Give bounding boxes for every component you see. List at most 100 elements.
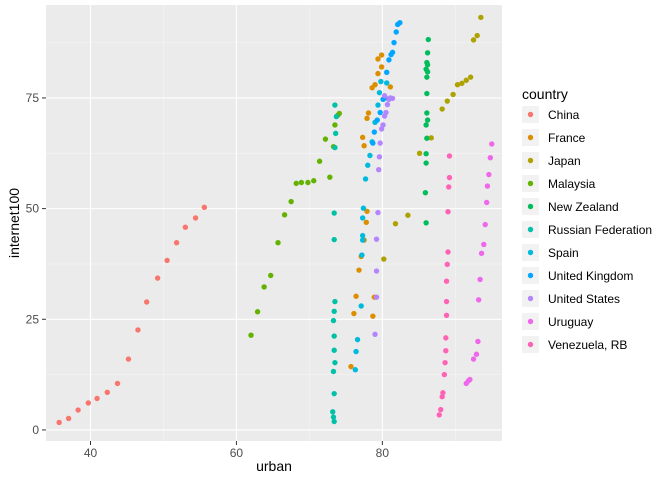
data-point-united-kingdom [377, 109, 383, 116]
data-point-france [372, 81, 378, 88]
data-point-japan [405, 212, 411, 218]
data-point-japan [444, 98, 450, 104]
data-point-france [363, 219, 369, 226]
data-point-spain [367, 152, 373, 159]
data-point-united-states [375, 166, 382, 173]
data-point-uruguay [470, 356, 477, 362]
data-point-venezuela-rb [439, 394, 445, 400]
data-point-united-states [376, 154, 383, 160]
data-point-malaysia [288, 198, 294, 205]
data-point-united-kingdom [393, 29, 399, 35]
data-point-united-kingdom [391, 39, 397, 46]
y-tick-label: 0 [32, 423, 39, 437]
data-point-spain [359, 252, 365, 258]
data-point-russian-federation [332, 102, 338, 108]
legend-marker-uruguay [527, 318, 534, 325]
legend-label-new-zealand: New Zealand [548, 200, 619, 214]
legend-marker-china [527, 111, 534, 118]
data-point-new-zealand [424, 110, 430, 116]
data-point-venezuela-rb [443, 312, 450, 318]
data-point-spain [353, 348, 359, 355]
data-point-china [94, 395, 100, 402]
data-point-france [361, 143, 367, 149]
data-point-spain [375, 102, 381, 108]
legend-marker-new-zealand [527, 203, 534, 210]
data-point-russian-federation [330, 409, 336, 415]
data-point-new-zealand [423, 66, 429, 72]
data-point-japan [428, 135, 434, 141]
data-point-japan [467, 74, 474, 80]
data-point-new-zealand [423, 151, 429, 157]
data-point-united-states [373, 236, 380, 242]
data-point-united-states [380, 122, 386, 128]
data-point-uruguay [482, 221, 488, 228]
data-point-russian-federation [331, 333, 337, 339]
data-point-malaysia [281, 212, 288, 218]
data-point-uruguay [467, 376, 473, 383]
data-point-france [359, 134, 366, 141]
data-point-france [348, 363, 354, 370]
data-point-uruguay [477, 276, 483, 283]
data-point-france [378, 52, 385, 58]
x-axis-ticks: 40 60 80 [84, 441, 389, 460]
data-point-new-zealand [423, 220, 429, 226]
y-axis-ticks: 0 25 50 75 [26, 91, 46, 437]
data-point-new-zealand [423, 160, 429, 166]
data-point-spain [359, 237, 366, 243]
data-point-spain [384, 80, 390, 86]
data-point-united-states [375, 209, 381, 216]
data-point-russian-federation [331, 308, 337, 315]
data-point-russian-federation [331, 418, 337, 425]
legend-label-united-kingdom: United Kingdom [548, 269, 633, 283]
data-point-russian-federation [331, 210, 337, 216]
legend-marker-spain [527, 249, 534, 256]
data-point-malaysia [293, 180, 299, 187]
data-point-malaysia [327, 174, 333, 180]
legend-label-spain: Spain [548, 246, 579, 260]
data-point-japan [392, 220, 399, 227]
plot-panel [46, 5, 502, 441]
data-point-france [364, 115, 370, 122]
y-axis-title: internet100 [6, 188, 22, 258]
data-point-uruguay [481, 241, 487, 248]
data-point-china [154, 275, 161, 281]
data-point-russian-federation [331, 347, 337, 353]
data-point-malaysia [305, 179, 311, 186]
data-point-venezuela-rb [444, 261, 450, 268]
data-point-spain [352, 367, 359, 373]
data-point-china [75, 407, 81, 413]
y-tick-label: 50 [26, 202, 40, 216]
data-point-spain [376, 89, 383, 96]
data-point-spain [365, 162, 371, 168]
y-tick-label: 25 [26, 312, 40, 326]
data-point-japan [470, 37, 477, 43]
data-point-russian-federation [332, 144, 338, 151]
data-point-china [201, 204, 208, 210]
data-point-united-states [389, 95, 396, 102]
data-point-france [356, 267, 362, 273]
data-point-united-kingdom [374, 117, 380, 123]
data-point-china [85, 400, 92, 406]
data-point-china [173, 239, 180, 246]
legend-label-china: China [548, 108, 580, 122]
legend-marker-japan [527, 157, 534, 164]
data-point-malaysia [268, 272, 274, 279]
data-point-venezuela-rb [440, 390, 446, 396]
data-point-japan [459, 80, 465, 87]
data-point-russian-federation [331, 390, 337, 397]
data-point-new-zealand [424, 50, 431, 56]
x-tick-label: 40 [84, 446, 98, 460]
data-point-china [164, 257, 170, 264]
legend-marker-united-kingdom [527, 272, 534, 279]
data-point-united-states [381, 93, 388, 99]
legend-label-uruguay: Uruguay [548, 315, 593, 329]
data-point-russian-federation [332, 130, 339, 137]
data-point-venezuela-rb [443, 298, 450, 305]
data-point-spain [360, 205, 367, 211]
data-point-russian-federation [330, 368, 337, 375]
data-point-russian-federation [332, 359, 338, 366]
data-point-venezuela-rb [442, 359, 448, 366]
legend-title: country [522, 86, 568, 102]
data-point-france [387, 84, 394, 90]
